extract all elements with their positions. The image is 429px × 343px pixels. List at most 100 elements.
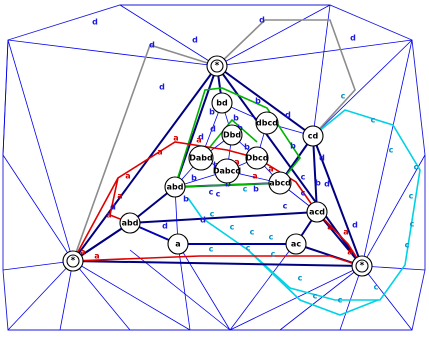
edge-label: d [210, 125, 216, 134]
edge-label: d [259, 16, 265, 25]
edge-label: c [410, 220, 415, 229]
edge-label: c [209, 245, 214, 254]
edge-label: c [271, 250, 276, 259]
svg-text:cd: cd [308, 132, 319, 141]
edge-label: a [252, 172, 257, 181]
svg-text:bd: bd [216, 99, 228, 108]
edge-label: c [216, 190, 221, 199]
edge-label: a [234, 158, 239, 167]
node-abd: abd [164, 176, 186, 198]
edge-label: d [149, 41, 155, 50]
node-a: a [167, 233, 189, 255]
svg-text:Dabd: Dabd [189, 154, 213, 163]
edge-label: d [162, 222, 168, 231]
nodes: * * * bd Dbd dbcd cd Dabd [62, 55, 373, 277]
edge-label: a [106, 211, 111, 220]
edge-label: a [173, 134, 178, 143]
svg-text:dbcd: dbcd [256, 119, 278, 128]
edge-label: a [196, 136, 201, 145]
edge-label: b [225, 180, 231, 189]
gray-paths [72, 19, 356, 262]
node-acd: acd [306, 201, 328, 223]
edge-label: c [298, 274, 303, 283]
edge-label: b [253, 185, 259, 194]
edge-label: a [268, 165, 273, 174]
edge-label: d [92, 18, 98, 27]
edge-label: d [285, 111, 291, 120]
node-Dabcd: Dabcd [213, 158, 241, 184]
edge-label: d [352, 221, 358, 230]
edge-label: d [324, 180, 330, 189]
edge-label: b [244, 143, 250, 152]
node-ac: ac [285, 233, 307, 255]
edge-label: a [125, 172, 130, 181]
svg-text:abcd: abcd [269, 179, 291, 188]
edge-label: c [209, 188, 214, 197]
edge-label: c [283, 202, 288, 211]
edge-label: c [414, 163, 419, 172]
edge-label: a [347, 248, 352, 257]
svg-text:a: a [175, 240, 180, 249]
edge-label: b [209, 108, 215, 117]
edge-label: a [327, 223, 332, 232]
svg-text:Dbd: Dbd [223, 131, 241, 140]
edge-label: c [230, 223, 235, 232]
edge-label: c [341, 92, 346, 101]
edge-label: a [117, 192, 122, 201]
edge-label: c [210, 210, 215, 219]
svg-text:*: * [215, 61, 220, 71]
edge-label: c [313, 292, 318, 301]
edge-label: c [371, 116, 376, 125]
svg-text:*: * [360, 261, 365, 271]
frame-spokes [2, 4, 426, 331]
edge-label: b [237, 124, 243, 133]
edge-label: b [315, 179, 321, 188]
edge-label: d [192, 36, 198, 45]
node-Dabd: Dabd [188, 145, 214, 171]
edge-label: c [389, 146, 394, 155]
edge-label: b [183, 195, 189, 204]
edge-label: c [374, 283, 379, 292]
svg-text:ac: ac [291, 240, 301, 249]
edge-label: b [255, 97, 261, 106]
node-Dbd: Dbd [221, 124, 243, 146]
edge-label: d [159, 83, 165, 92]
svg-text:abd: abd [122, 219, 139, 228]
node-cd: cd [302, 125, 324, 147]
node-Dbcd: Dbcd [245, 146, 269, 170]
svg-text:acd: acd [309, 208, 325, 217]
node-bd: bd [211, 92, 233, 114]
edge-label: c [405, 241, 410, 250]
edge-label: a [343, 228, 348, 237]
node-top-hub: * [206, 55, 228, 77]
edge-label: c [243, 185, 248, 194]
node-right-hub: * [351, 255, 373, 277]
svg-text:Dbcd: Dbcd [246, 154, 269, 163]
edge-label: c [301, 189, 306, 198]
cyan-path [187, 109, 421, 316]
svg-text:abd: abd [167, 183, 184, 192]
edge-label: d [319, 154, 325, 163]
edge-label: b [233, 114, 239, 123]
edge-label: c [246, 244, 251, 253]
edge-label: c [250, 228, 255, 237]
edge-label: a [157, 148, 162, 157]
node-left-hub: * [62, 250, 84, 272]
node-dbcd: dbcd [255, 111, 279, 135]
edge-label: c [301, 173, 306, 182]
edge-label: c [269, 233, 274, 242]
edge-label: b [290, 142, 296, 151]
edge-label: b [191, 174, 197, 183]
edge-labels: dddddbbdbddbbbbdbcbcccbaaaaaaaaaaaaaaacc… [80, 16, 418, 305]
edge-label: d [110, 203, 116, 212]
edge-label: d [198, 133, 204, 142]
node-abd-lower: abd [119, 212, 141, 234]
edge-label: a [80, 248, 85, 257]
node-abcd: abcd [268, 171, 292, 195]
edge-label: c [338, 296, 343, 305]
svg-text:*: * [71, 256, 76, 266]
edge-label: d [200, 216, 206, 225]
edge-label: d [350, 34, 356, 43]
edge-label: c [409, 192, 414, 201]
